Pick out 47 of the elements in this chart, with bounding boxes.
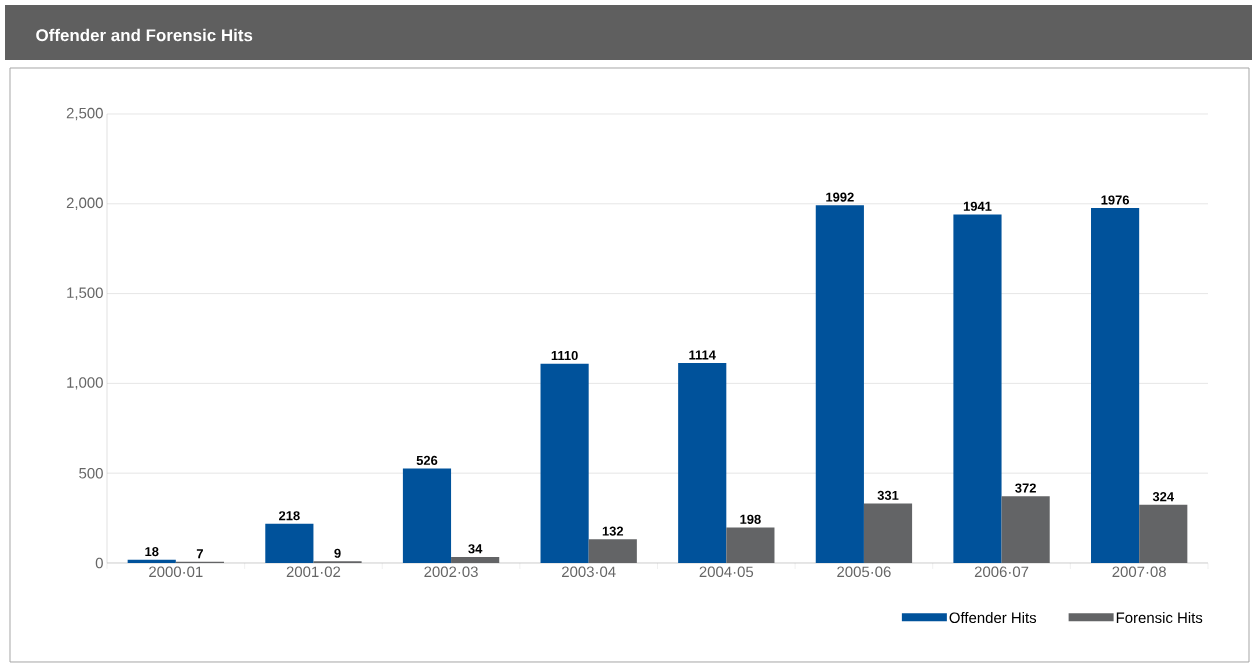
data-label: 198 bbox=[740, 514, 761, 524]
bar bbox=[1091, 208, 1140, 563]
data-label: 7 bbox=[196, 549, 203, 559]
bar bbox=[953, 214, 1002, 563]
data-label: 1941 bbox=[963, 201, 992, 211]
bar bbox=[265, 523, 314, 563]
bar bbox=[678, 362, 727, 563]
y-tick-label: 1,000 bbox=[67, 377, 103, 390]
legend-label: Offender Hits bbox=[949, 612, 1037, 624]
legend-label: Forensic Hits bbox=[1116, 612, 1203, 624]
data-label: 1110 bbox=[551, 350, 578, 361]
data-label: 1992 bbox=[826, 192, 854, 202]
bar bbox=[815, 205, 864, 563]
x-tick-label: 2001·02 bbox=[286, 566, 341, 578]
x-tick-label: 2002·03 bbox=[424, 566, 478, 578]
x-tick-label: 2005·06 bbox=[837, 566, 891, 578]
data-label: 324 bbox=[1152, 492, 1174, 502]
y-tick-label: 1,500 bbox=[67, 287, 103, 300]
data-label: 218 bbox=[279, 511, 300, 521]
bar bbox=[127, 559, 176, 563]
data-label: 331 bbox=[877, 490, 899, 501]
x-tick-label: 2007·08 bbox=[1112, 566, 1166, 578]
data-label: 18 bbox=[145, 547, 159, 557]
data-label: 526 bbox=[416, 455, 438, 465]
y-tick-label: 2,500 bbox=[66, 107, 103, 121]
x-tick-label: 2000·01 bbox=[149, 566, 203, 578]
bar bbox=[1139, 504, 1188, 563]
bar bbox=[863, 503, 913, 563]
y-tick-label: 500 bbox=[79, 467, 103, 479]
data-label: 1114 bbox=[689, 350, 716, 360]
data-label: 34 bbox=[468, 544, 483, 554]
bar bbox=[540, 363, 589, 563]
y-tick-label: 2,000 bbox=[66, 197, 103, 210]
x-tick-label: 2006·07 bbox=[974, 566, 1029, 578]
bar bbox=[451, 556, 500, 563]
data-label: 9 bbox=[334, 548, 341, 558]
bar bbox=[1001, 496, 1050, 563]
bar bbox=[588, 539, 637, 563]
data-label: 132 bbox=[602, 526, 624, 536]
bar bbox=[402, 468, 452, 563]
data-label: 372 bbox=[1015, 483, 1036, 493]
y-tick-label: 0 bbox=[95, 557, 103, 569]
bar bbox=[726, 527, 775, 563]
data-label: 1976 bbox=[1101, 195, 1130, 205]
chart-title: Offender and Forensic Hits bbox=[36, 28, 253, 42]
x-tick-label: 2004·05 bbox=[699, 566, 754, 578]
x-tick-label: 2003·04 bbox=[562, 566, 616, 578]
